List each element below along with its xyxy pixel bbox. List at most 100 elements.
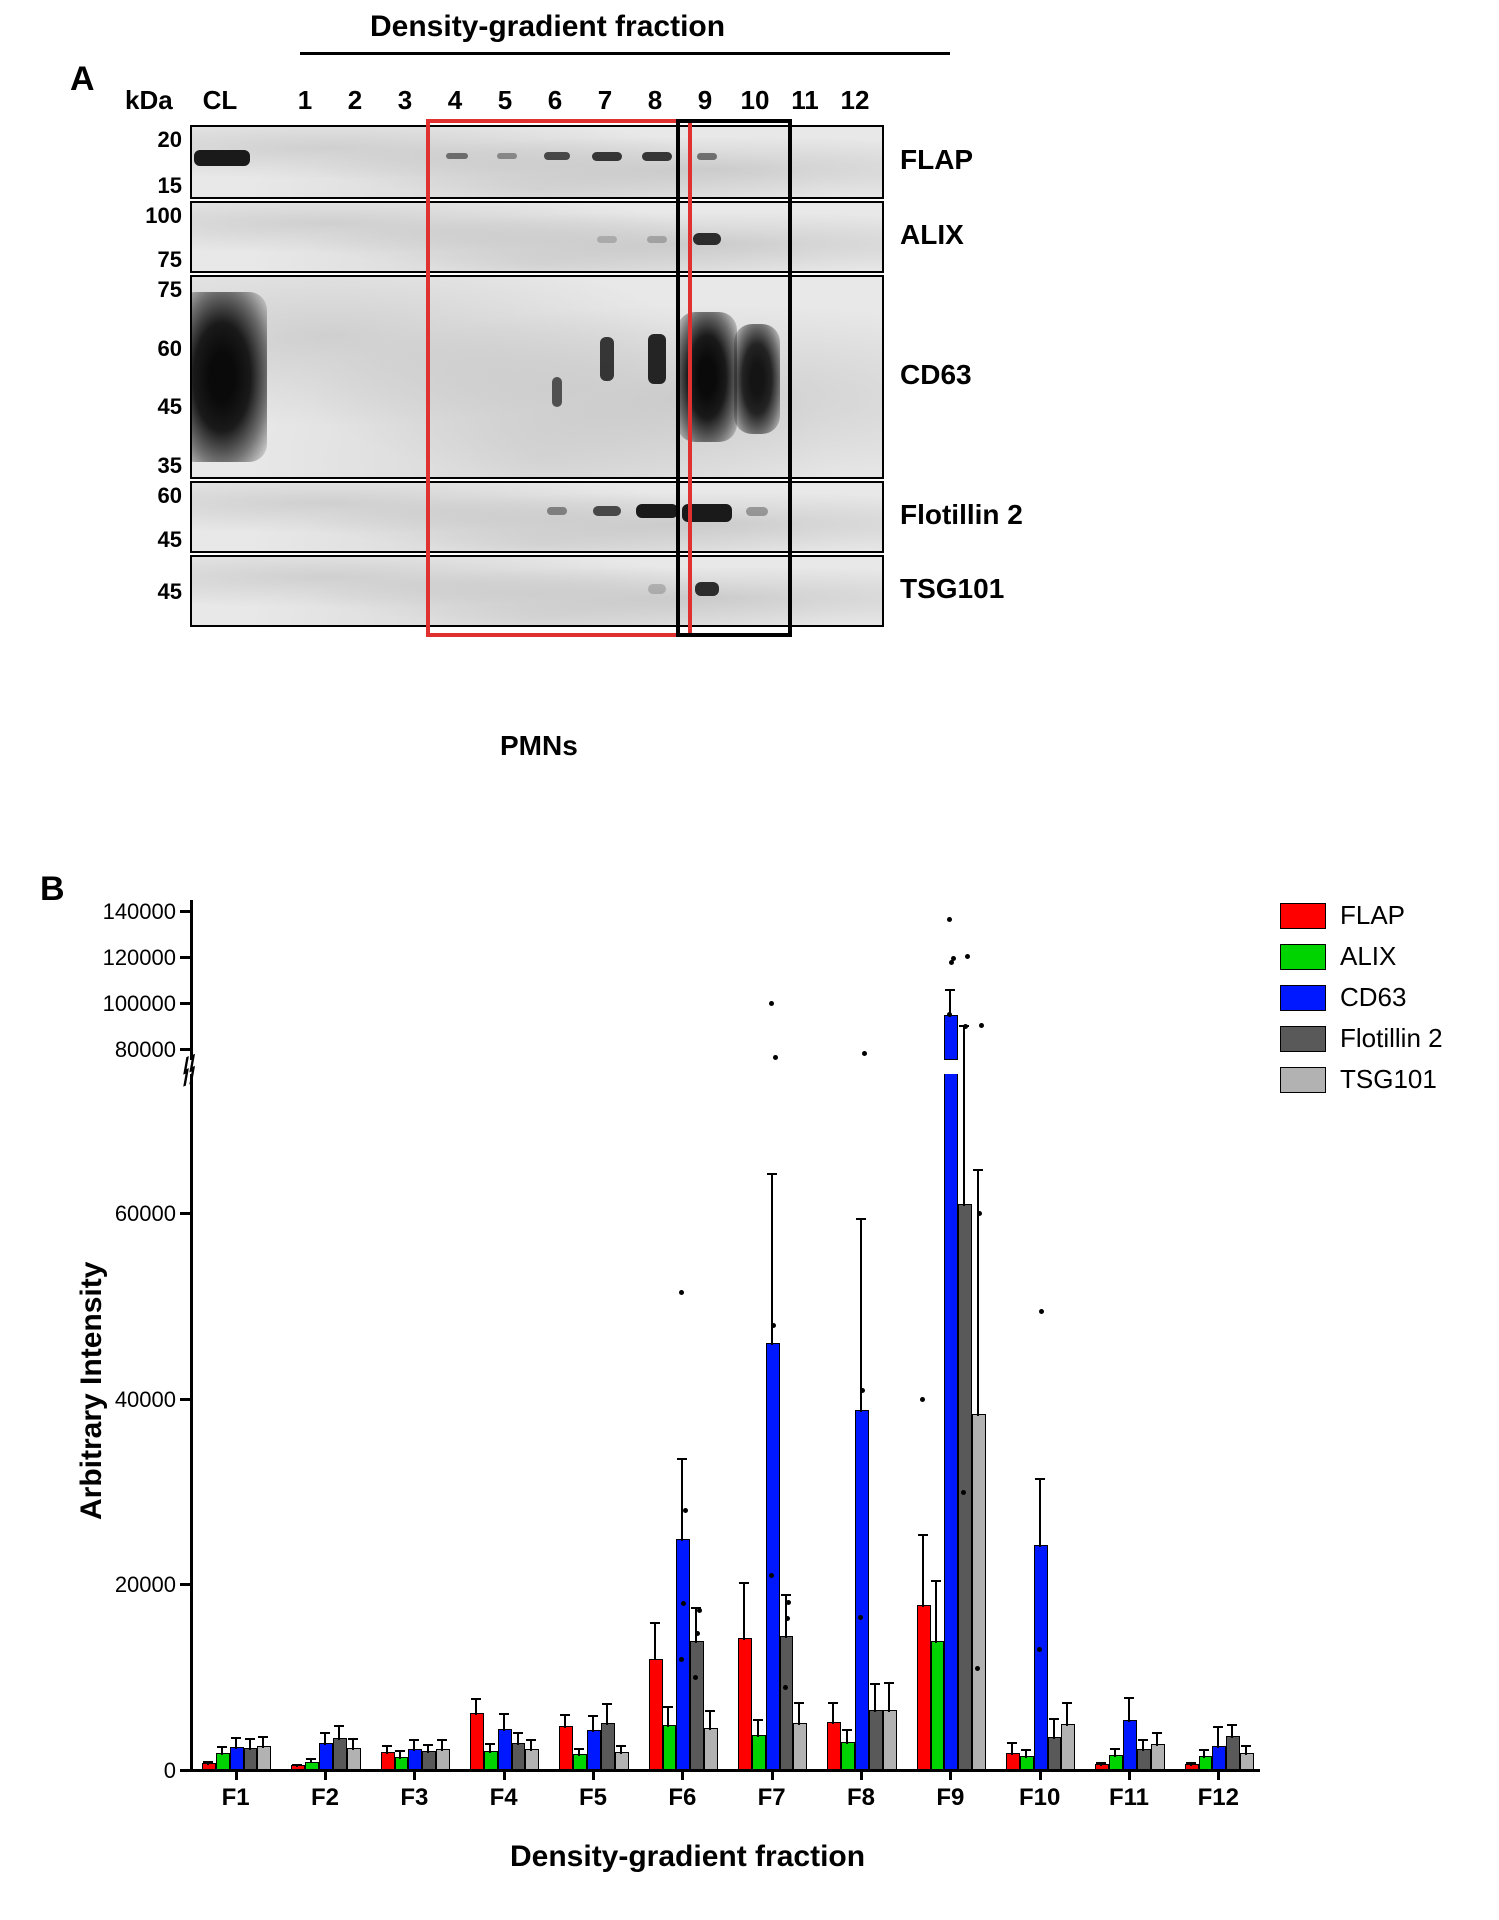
y-tick-label: 80000 <box>86 1037 176 1063</box>
legend-item-flotillin-2: Flotillin 2 <box>1280 1023 1443 1054</box>
bar <box>1151 1744 1165 1770</box>
bar <box>883 1710 897 1770</box>
error-cap <box>767 1173 777 1175</box>
panel-b-letter: B <box>40 870 65 909</box>
legend-swatch <box>1280 903 1326 929</box>
bar <box>525 1749 539 1770</box>
error-bar <box>1217 1727 1219 1747</box>
bar <box>216 1753 230 1770</box>
error-bar <box>846 1730 848 1744</box>
bar <box>827 1722 841 1770</box>
bar <box>1226 1736 1240 1770</box>
legend-item-alix: ALIX <box>1280 941 1443 972</box>
band <box>695 582 719 596</box>
error-bar <box>517 1733 519 1745</box>
bar <box>1199 1756 1213 1770</box>
error-cap <box>499 1713 509 1715</box>
legend-swatch <box>1280 985 1326 1011</box>
lane-label-1: 1 <box>280 85 330 116</box>
scatter-dot <box>979 1023 984 1028</box>
error-bar <box>1114 1749 1116 1757</box>
x-tick <box>235 1770 238 1780</box>
bar <box>663 1725 677 1770</box>
x-tick <box>592 1770 595 1780</box>
error-bar <box>235 1738 237 1749</box>
x-tick-label: F12 <box>1188 1784 1248 1812</box>
legend-swatch <box>1280 944 1326 970</box>
error-bar <box>564 1715 566 1728</box>
error-cap <box>870 1683 880 1685</box>
x-tick <box>681 1770 684 1780</box>
panel-b: B ////0200004000060000800001000001200001… <box>40 870 1470 1900</box>
error-bar <box>221 1747 223 1755</box>
band <box>547 507 567 515</box>
smear <box>677 312 737 442</box>
error-bar <box>1053 1719 1055 1739</box>
x-tick-label: F9 <box>920 1784 980 1812</box>
error-bar <box>888 1683 890 1713</box>
bar <box>1048 1737 1062 1770</box>
band <box>647 236 667 243</box>
error-bar <box>798 1703 800 1725</box>
error-cap <box>526 1739 536 1741</box>
bar <box>498 1729 512 1770</box>
x-axis-title: Density-gradient fraction <box>510 1840 865 1874</box>
bar-chart: ////020000400006000080000100000120000140… <box>190 900 1260 1770</box>
bar <box>958 1204 972 1770</box>
band <box>592 152 622 161</box>
y-axis-title: Arbitrary Intensity <box>75 1262 109 1520</box>
bar <box>333 1738 347 1770</box>
row-label-alix: ALIX <box>900 219 964 251</box>
error-cap <box>485 1743 495 1745</box>
row-label-cd63: CD63 <box>900 359 972 391</box>
mw-label: 75 <box>132 277 182 303</box>
error-bar <box>352 1739 354 1749</box>
lane-label-4: 4 <box>430 85 480 116</box>
band <box>544 152 570 160</box>
bar <box>1006 1753 1020 1770</box>
error-cap <box>794 1702 804 1704</box>
error-bar <box>695 1608 697 1643</box>
scatter-dot <box>963 1024 968 1029</box>
blot-row-tsg101 <box>190 555 884 627</box>
x-tick-label: F2 <box>295 1784 355 1812</box>
error-cap <box>705 1710 715 1712</box>
bar <box>319 1743 333 1770</box>
error-cap <box>650 1622 660 1624</box>
x-tick-label: F4 <box>474 1784 534 1812</box>
error-cap <box>945 989 955 991</box>
density-gradient-underline <box>300 52 950 55</box>
error-bar <box>1025 1750 1027 1758</box>
x-tick <box>1128 1770 1131 1780</box>
density-gradient-title: Density-gradient fraction <box>370 10 725 44</box>
band <box>552 377 562 407</box>
mw-label: 60 <box>132 336 182 362</box>
lane-label-11: 11 <box>780 85 830 116</box>
scatter-dot <box>1039 1309 1044 1314</box>
error-cap <box>245 1738 255 1740</box>
panel-a-letter: A <box>70 60 95 99</box>
x-tick <box>860 1770 863 1780</box>
band <box>648 584 666 594</box>
band <box>648 334 666 384</box>
error-cap <box>602 1703 612 1705</box>
mw-label: 35 <box>132 453 182 479</box>
error-cap <box>437 1739 447 1741</box>
y-tick-label: 120000 <box>86 945 176 971</box>
y-tick <box>180 956 190 959</box>
band <box>597 236 617 243</box>
y-tick <box>180 1212 190 1215</box>
y-tick <box>180 1002 190 1005</box>
x-tick <box>771 1770 774 1780</box>
bar <box>738 1638 752 1770</box>
bar <box>587 1730 601 1770</box>
band <box>642 152 672 161</box>
panel-a: A Density-gradient fraction kDa CL123456… <box>70 10 1120 830</box>
error-cap <box>306 1758 316 1760</box>
x-tick-label: F10 <box>1010 1784 1070 1812</box>
bar <box>917 1605 931 1770</box>
bar <box>257 1746 271 1770</box>
error-bar <box>427 1745 429 1753</box>
smear <box>190 292 267 462</box>
error-cap <box>1021 1749 1031 1751</box>
